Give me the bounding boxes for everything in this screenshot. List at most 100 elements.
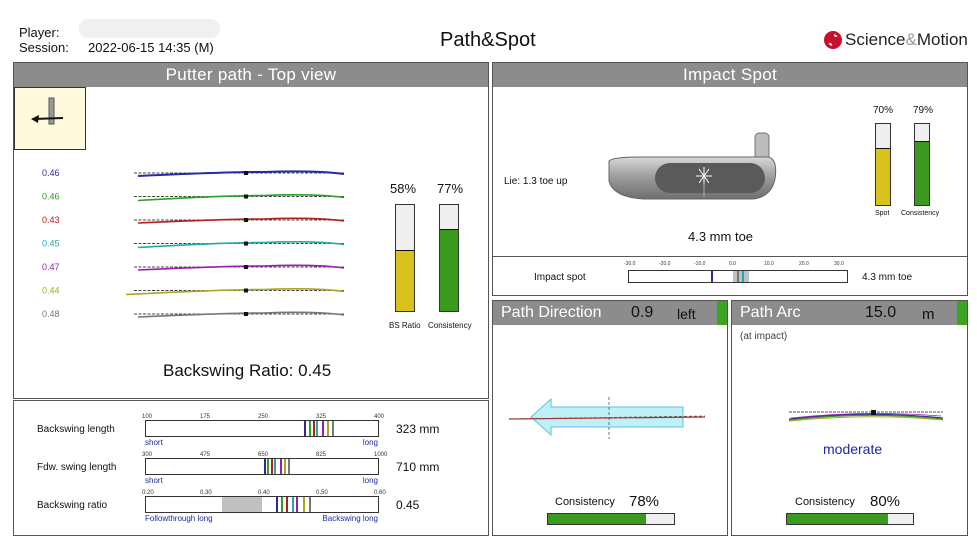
bs-ratio-pct: 58%: [390, 181, 417, 196]
metric-value: 0.45: [396, 498, 420, 512]
impact-tick-label: 10.0: [764, 261, 774, 267]
spot-label: Spot: [875, 210, 890, 217]
path-direction-arrow: [508, 397, 706, 439]
scale-tick-label: 1000: [374, 452, 388, 458]
impact-consistency-bar: [914, 123, 930, 206]
metric-value: 710 mm: [396, 460, 440, 474]
impact-tick-label: -20.0: [659, 261, 671, 267]
impact-tick-label: 30.0: [834, 261, 844, 267]
scale-tick-label: 100: [142, 414, 153, 420]
impact-point-marker: [244, 241, 248, 246]
path-consistency-label: Consistency: [428, 321, 472, 330]
impact-spot-scale-panel: Impact spot -30.0 -20.0 -10.0 0.0 10.0 20.0 30…: [492, 256, 968, 296]
impact-tick-label: -10.0: [694, 261, 706, 267]
scale-tick-label: 300: [142, 452, 153, 458]
scale-tick-label: 250: [258, 414, 269, 420]
stroke-path: [125, 288, 345, 296]
stroke-marker: [303, 497, 305, 512]
scale-left-note: Followthrough long: [145, 514, 213, 523]
stroke-path: [137, 311, 345, 318]
stroke-marker: [322, 421, 324, 436]
scale-tick-label: 0.50: [316, 490, 328, 496]
stroke-ratio-value: 0.48: [42, 309, 60, 319]
backswing-ratio-text: Backswing Ratio: 0.45: [163, 361, 332, 380]
impact-point-marker: [244, 265, 248, 269]
brand-logo: Science & Motion: [824, 30, 968, 50]
scale-tick-label: 400: [374, 414, 385, 420]
putter-view-toggle[interactable]: [14, 87, 86, 150]
impact-toe-text: 4.3 mm toe: [688, 229, 754, 244]
spot-pct: 70%: [873, 105, 894, 116]
path-direction-panel: Path Direction 0.9 left Consistency 78%: [492, 300, 728, 536]
stroke-ratio-value: 0.46: [42, 192, 60, 202]
stroke-path: [137, 217, 345, 224]
metric-label: Backswing ratio: [37, 500, 108, 511]
scale-tick-label: 0.30: [200, 490, 212, 496]
session-value: 2022-06-15 14:35 (M): [88, 40, 214, 55]
stroke-marker: [304, 421, 306, 436]
swing-metrics-panel: Backswing length 100 175 250 325 400 short long…: [13, 400, 489, 536]
stroke-ratio-value: 0.44: [42, 286, 60, 296]
stroke-marker: [276, 497, 278, 512]
metric-label: Fdw. swing length: [37, 462, 117, 473]
scale-right-note: long: [362, 438, 378, 447]
path-arc-chart: [788, 410, 944, 422]
impact-spot-title: Impact Spot: [493, 63, 967, 87]
path-arc-title: Path Arc: [740, 304, 801, 321]
scale-tick-label: 475: [200, 452, 211, 458]
putter-path-panel: Putter path - Top view 0.46 0.46 0.43 0.45 0…: [13, 62, 489, 399]
path-direction-value: 0.9: [631, 304, 654, 321]
lie-text: Lie: 1.3 toe up: [504, 176, 568, 187]
stroke-ratio-value: 0.46: [42, 168, 60, 178]
session-label: Session:: [19, 40, 69, 55]
logo-text-amp: &: [905, 30, 917, 49]
logo-swirl-icon: [824, 31, 842, 49]
stroke-path: [137, 264, 345, 271]
metric-scale-bar: [145, 420, 379, 437]
putter-path-chart: 0.46 0.46 0.43 0.45 0.47 0.44 0.48: [42, 168, 345, 319]
logo-text-motion: Motion: [916, 30, 968, 49]
path-direction-unit: left: [677, 306, 696, 322]
metric-value: 323 mm: [396, 422, 440, 436]
path-arc-unit: m: [922, 306, 935, 323]
stroke-path: [137, 170, 345, 177]
bs-ratio-label: BS Ratio: [389, 321, 421, 330]
putter-path-title: Putter path - Top view: [14, 63, 488, 87]
impact-point-marker: [244, 218, 248, 222]
page-title: Path&Spot: [440, 29, 536, 51]
stroke-marker: [280, 459, 282, 474]
impact-spot-label: Impact spot: [534, 272, 586, 283]
stroke-marker: [292, 497, 294, 512]
impact-point-marker: [244, 171, 248, 175]
spot-bar: [875, 123, 891, 206]
impact-tick-label: 0.0: [729, 261, 736, 267]
stroke-path: [137, 241, 345, 249]
path-direction-status: [717, 301, 727, 325]
player-name-redacted: [79, 19, 220, 38]
path-arc-rating: moderate: [823, 441, 883, 457]
stroke-marker: [284, 459, 286, 474]
stroke-marker: [309, 497, 311, 512]
scale-tick-label: 0.60: [374, 490, 386, 496]
path-arc-consistency-label: Consistency: [795, 496, 855, 508]
scale-tick-label: 325: [316, 414, 327, 420]
stroke-marker: [288, 459, 290, 474]
scale-tick-label: 650: [258, 452, 269, 458]
impact-point-marker: [244, 194, 248, 199]
impact-spot-value: 4.3 mm toe: [862, 272, 913, 283]
bs-ratio-bar: [395, 204, 415, 312]
stroke-ratio-value: 0.45: [42, 239, 60, 249]
stroke-marker: [267, 459, 269, 474]
metric-label: Backswing length: [37, 424, 115, 435]
metric-scale-bar: [145, 458, 379, 475]
scale-tick-label: 0.40: [258, 490, 270, 496]
path-direction-consistency-pct: 78%: [629, 493, 660, 510]
scale-tick-label: 175: [200, 414, 211, 420]
stroke-marker: [271, 459, 273, 474]
scale-right-note: Backswing long: [322, 514, 378, 523]
path-arc-note: (at impact): [740, 331, 788, 342]
logo-text-science: Science: [845, 30, 906, 49]
impact-spot-ticks: -30.0 -20.0 -10.0 0.0 10.0 20.0 30.0: [624, 261, 848, 273]
stroke-marker: [332, 421, 334, 436]
stroke-marker: [264, 459, 266, 474]
